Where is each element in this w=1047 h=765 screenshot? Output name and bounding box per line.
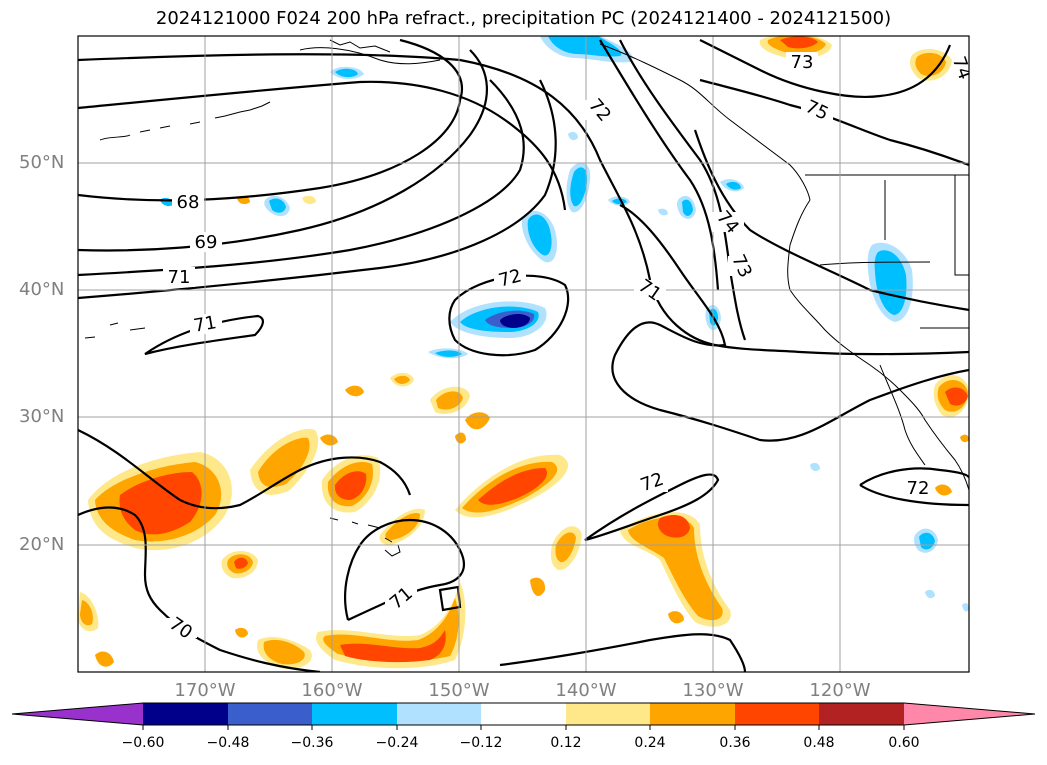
colorbar-tick-label: −0.60 — [121, 735, 165, 751]
contour-label: 69 — [195, 232, 218, 253]
contour-label: 72 — [907, 478, 930, 499]
colorbar-swatch — [735, 703, 819, 725]
lat-label-30n: 30°N — [19, 406, 65, 427]
lat-label-20n: 20°N — [19, 534, 65, 555]
refractivity-contours — [78, 38, 969, 672]
contour-label: 74 — [948, 54, 976, 83]
precip-positive-shading — [78, 36, 969, 669]
colorbar-swatch — [650, 703, 735, 725]
lon-label-150w: 150°W — [428, 680, 490, 701]
contour-label: 73 — [791, 52, 814, 73]
lat-label-50n: 50°N — [19, 152, 65, 173]
colorbar-tick-label: −0.36 — [290, 735, 334, 751]
colorbar-swatch — [228, 703, 312, 725]
gridlines — [78, 36, 969, 672]
colorbar-tick-label: 0.48 — [803, 735, 835, 751]
colorbar-swatch — [397, 703, 481, 725]
lon-label-170w: 170°W — [174, 680, 236, 701]
contour-label: 68 — [177, 192, 200, 213]
colorbar-swatch — [312, 703, 397, 725]
lon-label-140w: 140°W — [555, 680, 617, 701]
colorbar-extend-high — [904, 703, 1035, 725]
map-title: 2024121000 F024 200 hPa refract., precip… — [155, 8, 892, 29]
colorbar-swatch — [566, 703, 650, 725]
colorbar-swatch — [481, 703, 566, 725]
colorbar-extend-low — [12, 703, 143, 725]
contour-label: 71 — [192, 312, 218, 337]
coastlines — [84, 39, 969, 557]
lon-label-120w: 120°W — [809, 680, 871, 701]
colorbar-tick-label: 0.12 — [550, 735, 582, 751]
colorbar-tick-label: −0.12 — [459, 735, 503, 751]
colorbar-tick-label: −0.24 — [375, 735, 419, 751]
colorbar-swatch — [819, 703, 904, 725]
plot-frame — [77, 35, 970, 673]
colorbar-tick-label: 0.60 — [888, 735, 920, 751]
colorbar-tick-label: 0.36 — [719, 735, 751, 751]
colorbar-tick-label: 0.24 — [634, 735, 666, 751]
colorbar-swatch — [143, 703, 228, 725]
lat-label-40n: 40°N — [19, 279, 65, 300]
contour-label: 71 — [168, 267, 191, 288]
colorbar — [11, 702, 1036, 730]
colorbar-tick-label: −0.48 — [206, 735, 250, 751]
lon-label-160w: 160°W — [301, 680, 363, 701]
lon-label-130w: 130°W — [682, 680, 744, 701]
